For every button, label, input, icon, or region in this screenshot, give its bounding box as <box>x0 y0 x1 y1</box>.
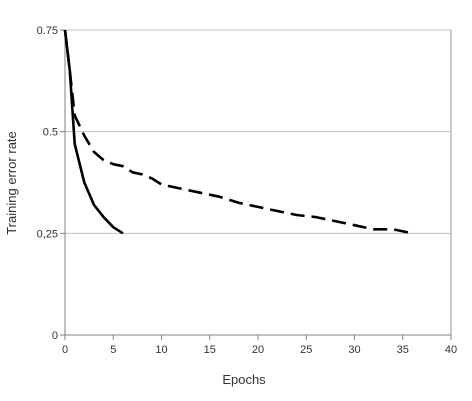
y-axis-title: Training error rate <box>4 131 19 235</box>
y-tick-label: 0.75 <box>37 25 58 37</box>
x-tick-label: 35 <box>397 344 409 356</box>
series-lines <box>63 29 413 235</box>
x-tick-label: 20 <box>252 344 264 356</box>
plot-frame <box>64 29 452 336</box>
tick-labels: 0 5 10 15 20 25 30 35 40 0 0,25 0.5 0.75 <box>37 25 458 356</box>
x-axis-title: Epochs <box>222 372 266 387</box>
x-tick-label: 25 <box>300 344 312 356</box>
y-tick-label: 0.5 <box>43 127 58 139</box>
x-tick-label: 5 <box>110 344 116 356</box>
x-tick-label: 30 <box>348 344 360 356</box>
x-tick-label: 0 <box>62 344 68 356</box>
y-tick-label: 0,25 <box>37 228 58 240</box>
x-tick-label: 15 <box>204 344 216 356</box>
grid-lines <box>65 29 451 234</box>
x-tick-label: 10 <box>155 344 167 356</box>
axes <box>60 29 452 340</box>
x-tick-label: 40 <box>445 344 457 356</box>
series-line-dashed <box>63 29 413 235</box>
y-tick-label: 0 <box>52 330 58 342</box>
